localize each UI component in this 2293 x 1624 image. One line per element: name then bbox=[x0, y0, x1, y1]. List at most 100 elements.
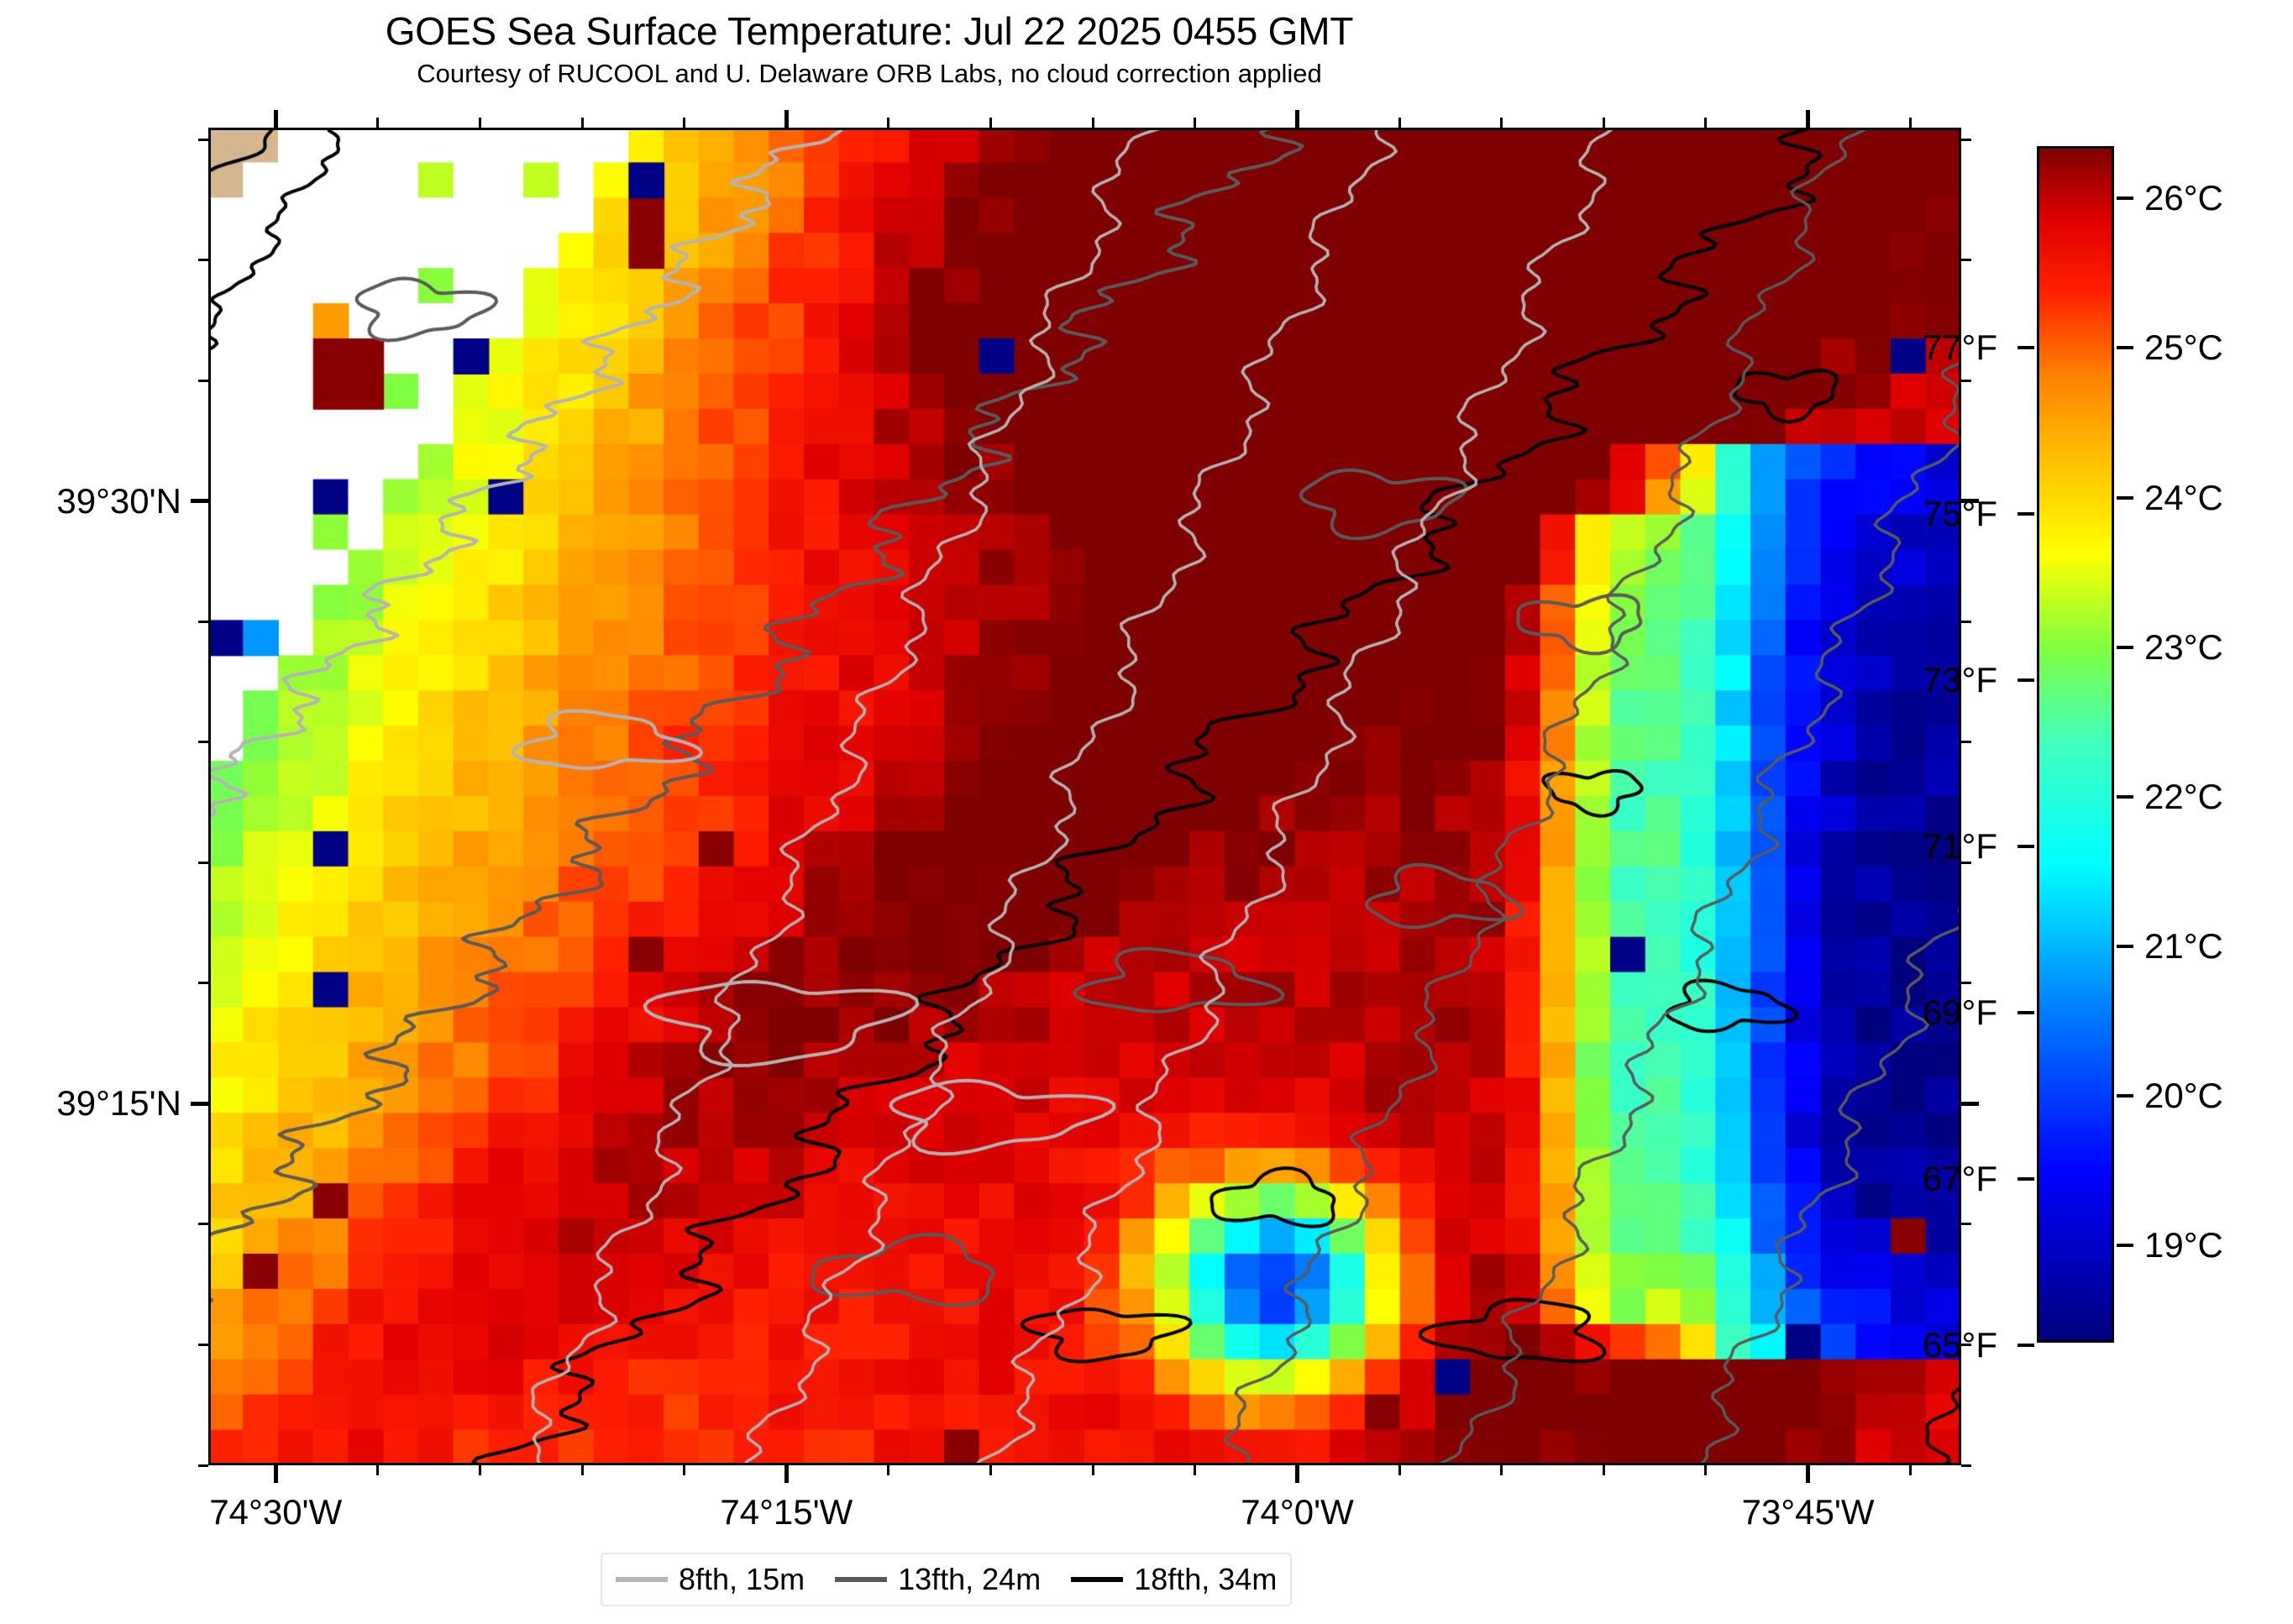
legend-line-swatch bbox=[616, 1577, 668, 1582]
colorbar-tick-celsius bbox=[2117, 645, 2133, 649]
y-tick-major bbox=[1961, 499, 1979, 504]
x-tick-minor bbox=[887, 118, 890, 128]
x-tick-minor bbox=[683, 1465, 686, 1475]
colorbar[interactable] bbox=[2037, 146, 2114, 1343]
colorbar-label-celsius: 22°C bbox=[2144, 776, 2223, 816]
y-tick-minor bbox=[1961, 741, 1971, 744]
y-axis-label: 39°15'N bbox=[56, 1083, 181, 1124]
x-tick-minor bbox=[1500, 118, 1503, 128]
page-title: GOES Sea Surface Temperature: Jul 22 202… bbox=[385, 9, 1354, 53]
colorbar-label-celsius: 26°C bbox=[2144, 178, 2223, 218]
legend-item[interactable]: 8fth, 15m bbox=[616, 1562, 805, 1597]
colorbar-label-fahrenheit: 65°F bbox=[1922, 1324, 1997, 1365]
colorbar-tick-celsius bbox=[2117, 196, 2133, 201]
x-tick-minor bbox=[887, 1465, 890, 1475]
y-tick-minor bbox=[198, 1223, 208, 1226]
colorbar-label-fahrenheit: 77°F bbox=[1922, 327, 1997, 368]
x-tick-minor bbox=[1091, 1465, 1094, 1475]
colorbar-tick-celsius bbox=[2117, 794, 2133, 799]
y-tick-minor bbox=[1961, 259, 1971, 262]
legend-item[interactable]: 18fth, 34m bbox=[1071, 1562, 1277, 1597]
y-tick-minor bbox=[1961, 1464, 1971, 1467]
y-tick-minor bbox=[1961, 379, 1971, 382]
legend-item-label: 8fth, 15m bbox=[679, 1562, 805, 1596]
x-tick-minor bbox=[479, 118, 481, 128]
colorbar-tick-celsius bbox=[2117, 495, 2133, 500]
x-tick-minor bbox=[1602, 118, 1605, 128]
colorbar-label-fahrenheit: 75°F bbox=[1922, 494, 1997, 534]
x-tick-major bbox=[784, 110, 789, 128]
x-tick-minor bbox=[580, 1465, 584, 1475]
y-tick-major bbox=[1961, 1101, 1979, 1106]
colorbar-label-celsius: 24°C bbox=[2144, 477, 2223, 517]
legend-line-swatch bbox=[835, 1577, 888, 1582]
colorbar-label-fahrenheit: 69°F bbox=[1922, 993, 1997, 1033]
colorbar-tick-celsius bbox=[2117, 1244, 2133, 1248]
y-tick-minor bbox=[198, 259, 208, 262]
x-tick-minor bbox=[989, 1465, 993, 1475]
x-tick-minor bbox=[1194, 1465, 1197, 1475]
x-tick-major bbox=[784, 1465, 789, 1483]
y-tick-minor bbox=[198, 861, 208, 864]
x-tick-major bbox=[1294, 1465, 1299, 1483]
x-tick-major bbox=[1806, 110, 1811, 128]
colorbar-tick-fahrenheit bbox=[2018, 1011, 2034, 1015]
sst-map-plot[interactable] bbox=[208, 128, 1961, 1465]
y-tick-minor bbox=[1961, 861, 1971, 864]
x-tick-minor bbox=[1908, 1465, 1912, 1475]
colorbar-tick-celsius bbox=[2117, 346, 2133, 350]
colorbar-tick-fahrenheit bbox=[2018, 845, 2034, 849]
legend-item-label: 18fth, 34m bbox=[1134, 1562, 1278, 1596]
y-tick-minor bbox=[198, 982, 208, 985]
y-tick-minor bbox=[1961, 620, 1971, 623]
colorbar-tick-fahrenheit bbox=[2018, 1177, 2034, 1181]
x-tick-minor bbox=[1602, 1465, 1605, 1475]
y-tick-minor bbox=[1961, 1343, 1971, 1346]
colorbar-tick-fahrenheit bbox=[2018, 346, 2034, 350]
x-tick-major bbox=[273, 110, 278, 128]
x-tick-minor bbox=[1091, 118, 1094, 128]
colorbar-label-celsius: 25°C bbox=[2144, 327, 2223, 368]
y-tick-major bbox=[191, 499, 208, 504]
colorbar-tick-fahrenheit bbox=[2018, 512, 2034, 516]
y-tick-minor bbox=[1961, 1223, 1971, 1226]
colorbar-tick-celsius bbox=[2117, 944, 2133, 948]
coastline-bathymetry-layer bbox=[208, 128, 1961, 1465]
x-tick-minor bbox=[1908, 118, 1912, 128]
y-tick-minor bbox=[198, 1343, 208, 1346]
x-tick-minor bbox=[376, 118, 380, 128]
x-axis-label: 74°0'W bbox=[1241, 1492, 1354, 1532]
x-axis-label: 73°45'W bbox=[1741, 1492, 1875, 1532]
legend-item[interactable]: 13fth, 24m bbox=[835, 1562, 1041, 1597]
x-tick-minor bbox=[1398, 118, 1401, 128]
colorbar-tick-fahrenheit bbox=[2018, 1343, 2034, 1347]
colorbar-label-celsius: 20°C bbox=[2144, 1076, 2223, 1116]
page-subtitle: Courtesy of RUCOOL and U. Delaware ORB L… bbox=[417, 59, 1322, 88]
x-tick-minor bbox=[989, 118, 993, 128]
colorbar-label-fahrenheit: 73°F bbox=[1922, 660, 1997, 700]
y-tick-minor bbox=[198, 620, 208, 623]
x-tick-minor bbox=[479, 1465, 481, 1475]
x-tick-minor bbox=[1194, 118, 1197, 128]
x-tick-minor bbox=[1398, 1465, 1401, 1475]
colorbar-tick-fahrenheit bbox=[2018, 678, 2034, 683]
x-tick-minor bbox=[1704, 118, 1708, 128]
colorbar-label-fahrenheit: 71°F bbox=[1922, 826, 1997, 867]
x-tick-minor bbox=[376, 1465, 380, 1475]
bathymetry-legend[interactable]: 8fth, 15m 13fth, 24m 18fth, 34m bbox=[601, 1553, 1293, 1606]
legend-item-label: 13fth, 24m bbox=[898, 1562, 1042, 1596]
y-tick-major bbox=[191, 1101, 208, 1106]
colorbar-tick-celsius bbox=[2117, 1094, 2133, 1098]
x-tick-minor bbox=[1704, 1465, 1708, 1475]
y-tick-minor bbox=[198, 138, 208, 141]
colorbar-label-celsius: 19°C bbox=[2144, 1225, 2223, 1265]
y-tick-minor bbox=[198, 379, 208, 382]
x-tick-minor bbox=[1500, 1465, 1503, 1475]
x-tick-major bbox=[1294, 110, 1299, 128]
x-axis-label: 74°30'W bbox=[209, 1492, 343, 1532]
x-tick-minor bbox=[580, 118, 584, 128]
y-tick-minor bbox=[1961, 982, 1971, 985]
x-tick-major bbox=[273, 1465, 278, 1483]
colorbar-label-fahrenheit: 67°F bbox=[1922, 1159, 1997, 1199]
y-tick-minor bbox=[198, 1464, 208, 1467]
